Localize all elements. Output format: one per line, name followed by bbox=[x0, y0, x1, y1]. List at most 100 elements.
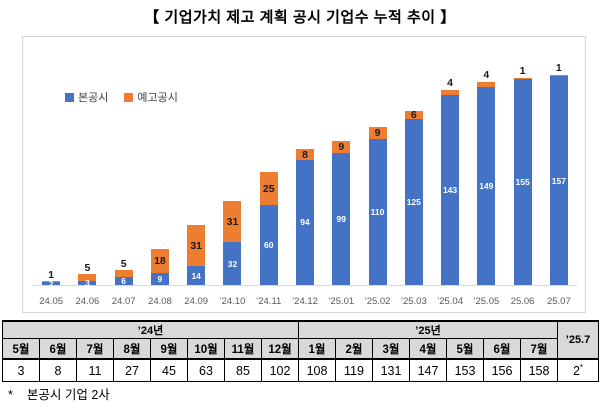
bar-’24.12: 8 94 bbox=[287, 149, 323, 285]
main-value-label: 125 bbox=[406, 196, 421, 207]
main-value-label: 6 bbox=[121, 275, 127, 286]
x-tick-’25.02: ’25.02 bbox=[364, 296, 391, 307]
cumulative-value-cell: 11 bbox=[76, 358, 114, 382]
main-segment: 110 bbox=[368, 138, 387, 285]
main-segment: 3 bbox=[78, 279, 97, 287]
cumulative-value-cell: 63 bbox=[187, 358, 225, 382]
month-header: 6월 bbox=[39, 338, 77, 360]
x-tick-24.06: 24.06 bbox=[75, 296, 100, 307]
pre-segment bbox=[42, 281, 61, 283]
main-value-label: 60 bbox=[263, 239, 274, 250]
table-year-header-row: ’24년 ’25년 ’25.7 bbox=[2, 320, 599, 360]
main-value-label: 110 bbox=[370, 206, 385, 217]
main-value-label: 149 bbox=[479, 180, 494, 191]
cumulative-value-cell: 3 bbox=[2, 358, 40, 382]
monthly-cumulative-table: ’24년 ’25년 ’25.7 5월 6월 7월 8월 9월 10월 11월 12월 1월 2월 3월 4월… bbox=[2, 320, 599, 382]
x-axis-labels: 24.05 24.06 24.07 24.08 24.09 ’24.10 ’24.11 ’24… bbox=[33, 296, 577, 307]
legend-swatch-icon bbox=[65, 92, 74, 102]
main-segment: 99 bbox=[332, 153, 351, 285]
pre-value-label: 25 bbox=[262, 182, 275, 195]
pre-value-label: 8 bbox=[302, 148, 308, 161]
pre-segment bbox=[441, 89, 460, 95]
month-header: 8월 bbox=[113, 338, 151, 360]
bar-’24.10: 31 32 bbox=[214, 201, 250, 285]
main-value-label: 2 bbox=[48, 278, 54, 289]
footnote: * 본공시 기업 2사 bbox=[8, 384, 110, 403]
bar-’25.02: 9 110 bbox=[359, 126, 395, 285]
legend-label: 본공시 bbox=[78, 92, 109, 104]
chart-area: 본공시 예고공시 1 2 5 3 5 6 18 9 31 14 31 32 25 60 8 94 9 99 9 110 6… bbox=[22, 36, 586, 313]
legend-item-예고공시: 예고공시 bbox=[124, 89, 178, 105]
pre-segment: 31 bbox=[223, 201, 242, 243]
pre-segment: 6 bbox=[404, 108, 423, 121]
main-segment: 60 bbox=[259, 205, 278, 285]
cumulative-value-cell: 102 bbox=[261, 358, 299, 382]
pre-segment: 31 bbox=[187, 225, 206, 267]
pre-segment bbox=[549, 74, 568, 77]
main-segment: 149 bbox=[477, 86, 496, 285]
pre-value-label: 1 bbox=[519, 65, 526, 78]
pre-value-label: 4 bbox=[483, 69, 490, 82]
pre-segment: 25 bbox=[259, 171, 278, 206]
x-tick-’25.05: ’25.05 bbox=[473, 296, 500, 307]
x-tick-24.05: 24.05 bbox=[39, 296, 64, 307]
x-tick-25.06: 25.06 bbox=[510, 296, 535, 307]
x-tick-’25.01: ’25.01 bbox=[328, 296, 355, 307]
x-tick-’24.12: ’24.12 bbox=[292, 296, 318, 307]
bar-’25.04: 4 143 bbox=[432, 78, 468, 285]
bar-’24.11: 25 60 bbox=[251, 171, 287, 285]
pre-value-label: 5 bbox=[120, 257, 127, 270]
main-segment: 9 bbox=[150, 273, 169, 285]
cumulative-value-cell: 147 bbox=[409, 358, 447, 382]
pre-value-label: 31 bbox=[226, 215, 239, 228]
cumulative-value-cell: 27 bbox=[113, 358, 151, 382]
month-header: 9월 bbox=[150, 338, 188, 360]
main-value-label: 143 bbox=[442, 184, 458, 195]
year-group-header: ’25년 bbox=[298, 320, 558, 339]
month-header: 5월 bbox=[446, 338, 484, 360]
main-value-label: 14 bbox=[191, 270, 201, 281]
pre-segment: 8 bbox=[295, 148, 314, 161]
cumulative-value-cell: 131 bbox=[372, 358, 410, 382]
bar-’25.03: 6 125 bbox=[396, 108, 432, 285]
main-value-label: 155 bbox=[515, 176, 530, 187]
main-value-label: 9 bbox=[157, 273, 163, 284]
pre-segment bbox=[114, 270, 133, 278]
month-header: 11월 bbox=[224, 338, 262, 360]
main-segment: 94 bbox=[295, 159, 314, 285]
x-tick-’25.03: ’25.03 bbox=[400, 296, 427, 307]
pre-value-label: 5 bbox=[84, 261, 91, 274]
latest-month-header: ’25.7 bbox=[557, 320, 599, 360]
month-header: 1월 bbox=[298, 338, 336, 360]
bar-’25.01: 9 99 bbox=[323, 141, 359, 285]
bar-24.08: 18 9 bbox=[142, 249, 178, 285]
main-segment: 155 bbox=[513, 78, 532, 285]
legend-swatch-icon bbox=[124, 92, 134, 102]
cumulative-value-cell: 156 bbox=[483, 358, 521, 382]
footnote-marker: * bbox=[8, 388, 13, 402]
cumulative-value-cell: 8 bbox=[39, 358, 77, 382]
main-segment: 6 bbox=[114, 275, 133, 286]
pre-segment: 18 bbox=[150, 249, 169, 274]
pre-segment bbox=[513, 77, 532, 79]
x-tick-’24.10: ’24.10 bbox=[219, 296, 246, 307]
footnote-text: 본공시 기업 2사 bbox=[26, 388, 110, 402]
x-tick-’25.04: ’25.04 bbox=[437, 296, 463, 307]
pre-value-label: 6 bbox=[410, 108, 417, 121]
pre-segment bbox=[78, 274, 97, 282]
main-value-label: 99 bbox=[336, 213, 346, 224]
month-header: 7월 bbox=[76, 338, 114, 360]
x-tick-24.09: 24.09 bbox=[184, 296, 209, 307]
month-header: 6월 bbox=[483, 338, 521, 360]
bars-container: 1 2 5 3 5 6 18 9 31 14 31 32 25 60 8 94 9 99 9 110 6 125 4 143 4… bbox=[33, 63, 577, 289]
cumulative-value-cell: 45 bbox=[150, 358, 188, 382]
cumulative-value-cell: 158 bbox=[520, 358, 558, 382]
month-header: 10월 bbox=[187, 338, 225, 360]
month-header: 2월 bbox=[335, 338, 373, 360]
chart-title: 【 기업가치 제고 계획 공시 기업수 누적 추이 】 bbox=[144, 9, 456, 26]
bar-24.09: 31 14 bbox=[178, 225, 214, 285]
cumulative-value-cell: 85 bbox=[224, 358, 262, 382]
pre-value-label: 4 bbox=[447, 77, 453, 89]
legend-label: 예고공시 bbox=[137, 92, 178, 104]
